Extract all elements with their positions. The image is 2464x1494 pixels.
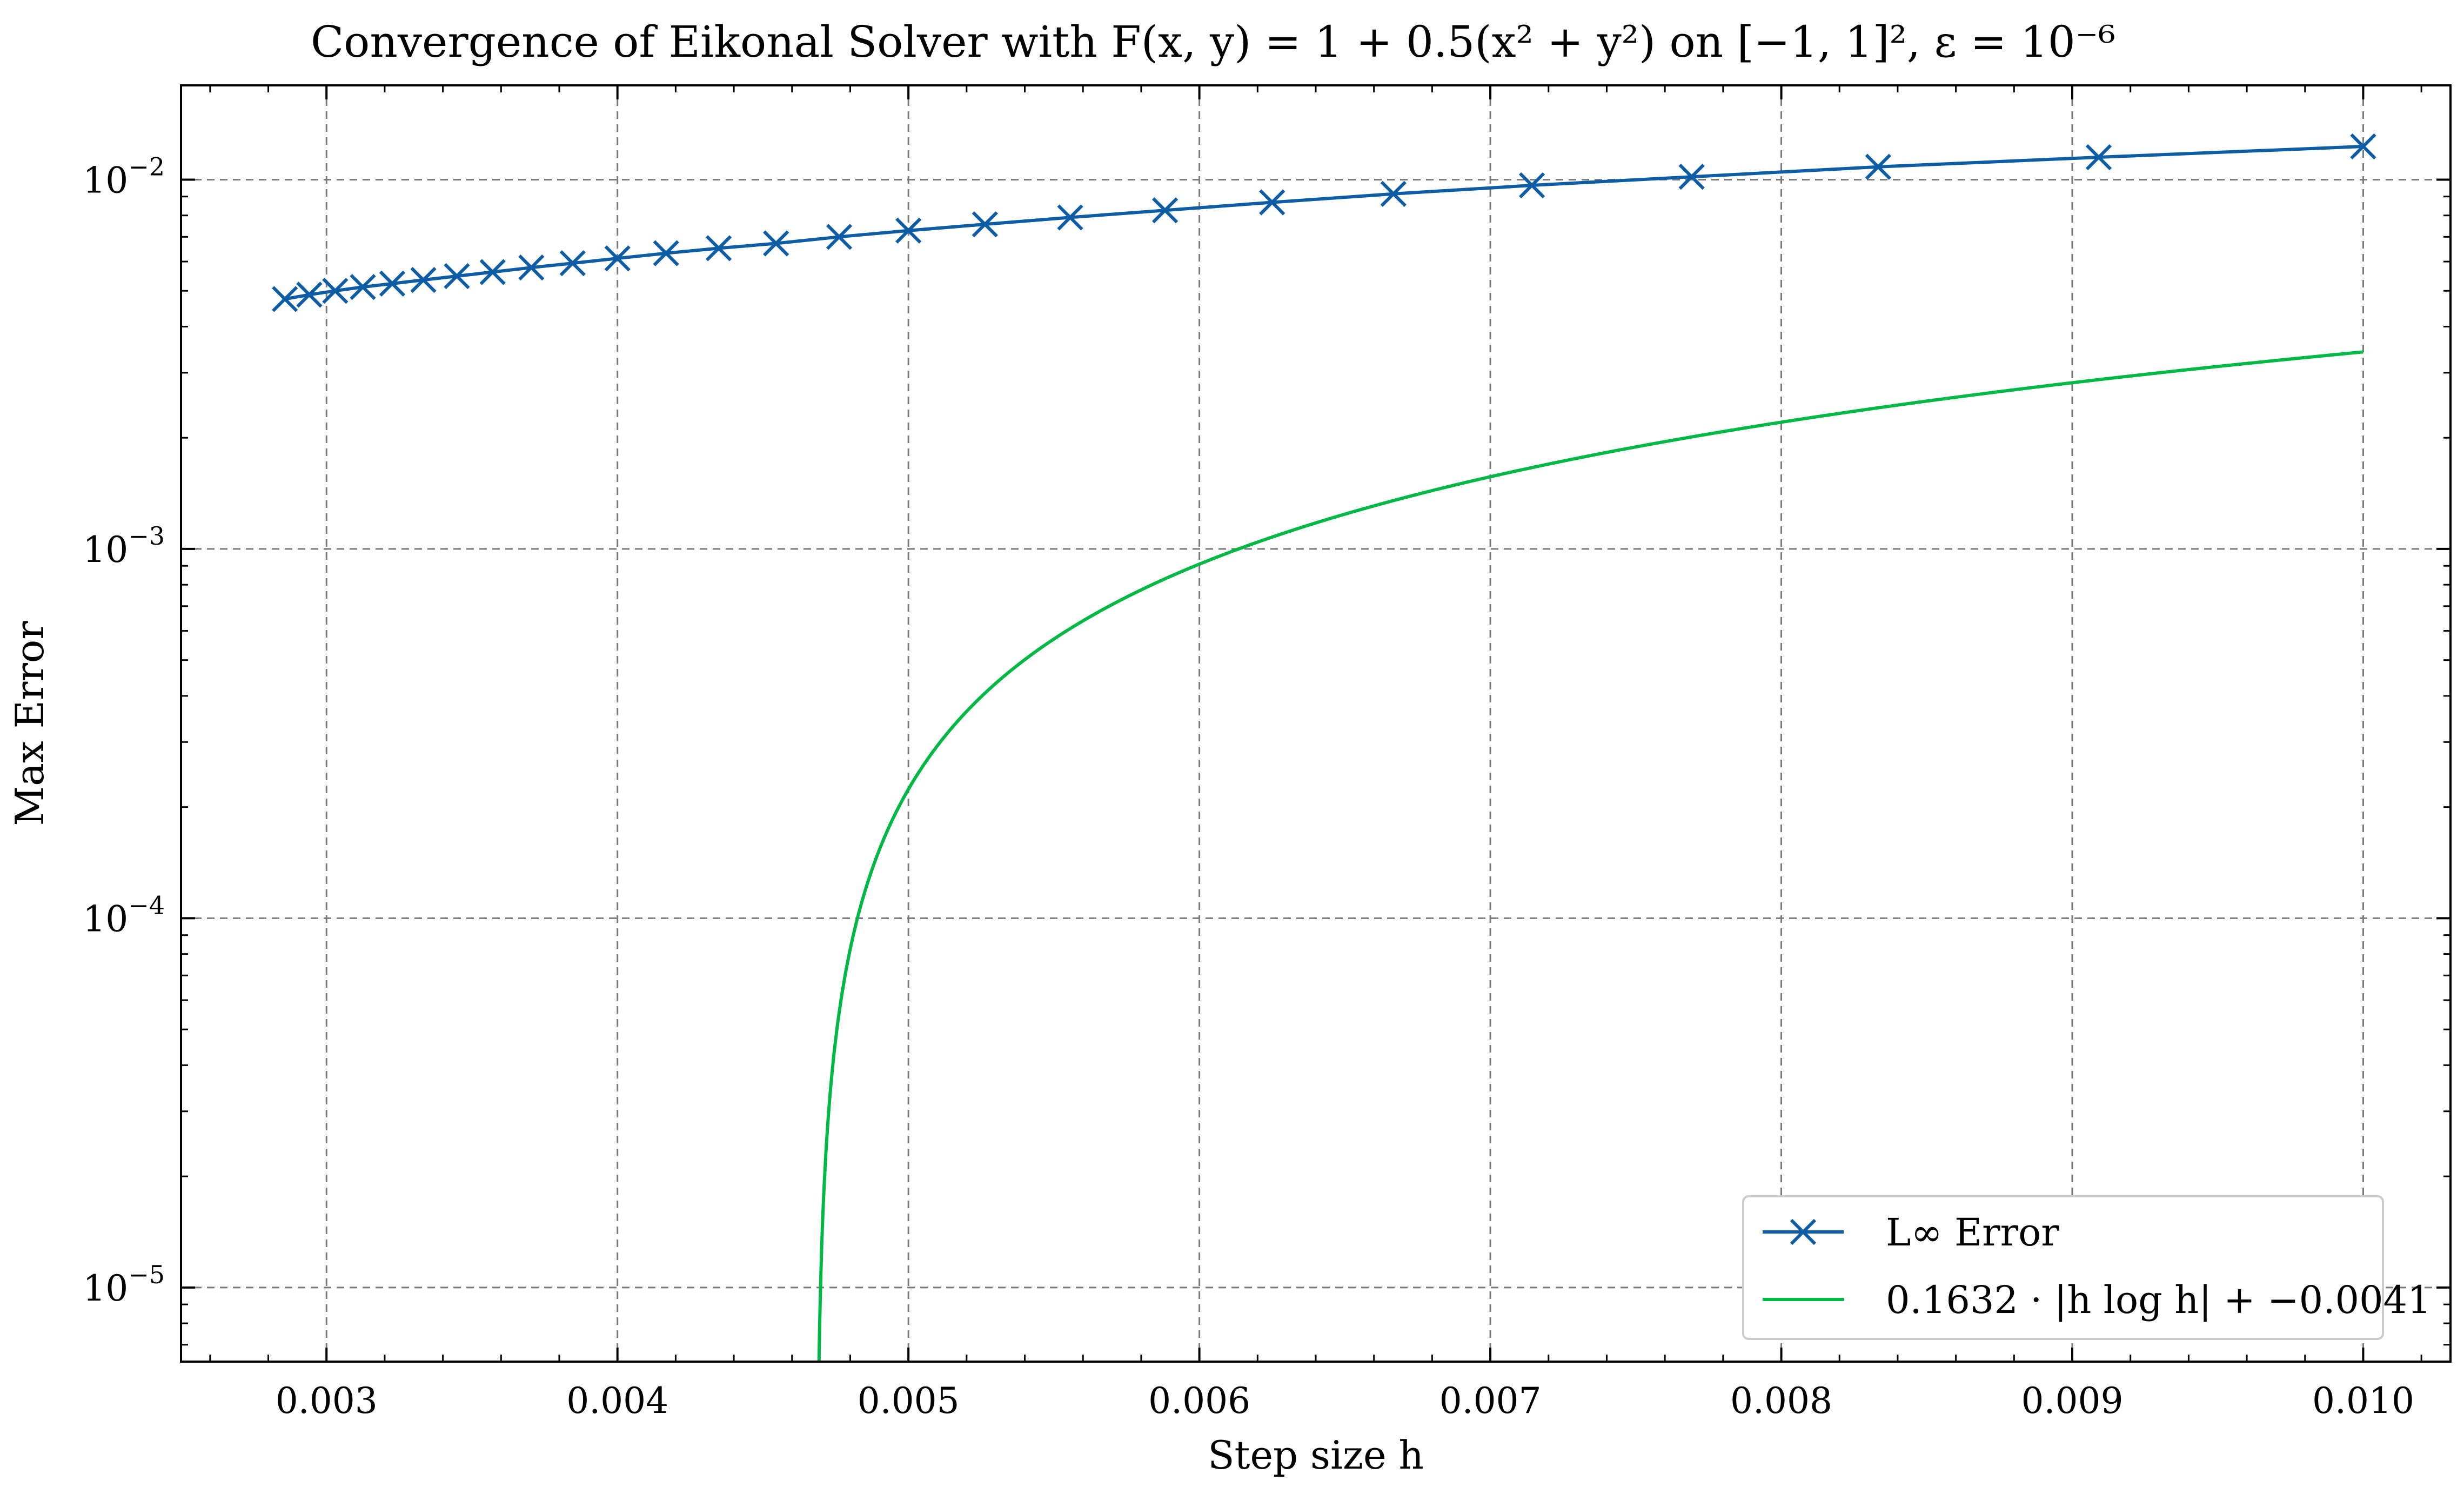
data-point-marker-stroke (763, 230, 789, 257)
data-point-l-inf-error (322, 278, 349, 304)
x-tick-label: 0.010 (2312, 1380, 2414, 1422)
data-point-marker-stroke (559, 250, 586, 277)
plot-frame (180, 84, 2452, 1363)
legend-box (1742, 1195, 2384, 1340)
data-point-l-inf-error (559, 250, 586, 277)
data-point-l-inf-error (1259, 189, 1285, 216)
data-point-marker-stroke (410, 267, 437, 293)
data-point-l-inf-error (444, 263, 470, 290)
data-point-l-inf-error (296, 282, 323, 308)
data-point-marker-stroke (322, 278, 349, 304)
x-tick-label: 0.008 (1730, 1380, 1832, 1422)
data-point-marker-stroke (272, 286, 298, 312)
x-tick-label: 0.004 (566, 1380, 668, 1422)
data-point-marker-stroke (1518, 172, 1545, 199)
data-point-marker-stroke (972, 211, 998, 238)
grid (181, 85, 2450, 1362)
x-tick-label: 0.009 (2021, 1380, 2124, 1422)
data-point-l-inf-error (1057, 204, 1083, 231)
series-layer (272, 133, 2376, 1362)
x-axis-label: Step size h (1208, 1432, 1424, 1478)
data-point-l-inf-error (604, 245, 631, 272)
data-point-l-inf-error (1151, 197, 1179, 224)
x-tick-label: 0.005 (858, 1380, 960, 1422)
legend: L∞ Error 0.1632 · |h log h| + −0.0041 (1742, 1195, 2432, 1340)
data-point-l-inf-error (1678, 164, 1705, 190)
data-point-marker-stroke (2085, 144, 2112, 171)
x-tick-label: 0.007 (1439, 1380, 1542, 1422)
data-point-l-inf-error (479, 259, 506, 285)
data-point-l-inf-error (826, 224, 853, 250)
data-point-marker-stroke (1678, 164, 1705, 190)
series-line-l-inf-error (284, 145, 2363, 301)
data-point-marker-stroke (1057, 204, 1083, 231)
data-point-marker-stroke (518, 254, 545, 281)
y-tick-label: 10−4 (83, 890, 165, 940)
axis-ticks: 0.003 0.004 0.005 0.006 0.007 0.008 0.009 0.010… (83, 85, 2450, 1422)
data-point-marker-stroke (604, 245, 631, 272)
data-point-l-inf-error (410, 267, 437, 293)
data-point-l-inf-error (272, 286, 298, 312)
series-line-fit-curve (817, 350, 2363, 1362)
y-tick-label: 10−2 (83, 152, 165, 201)
x-tick-label: 0.006 (1148, 1380, 1250, 1422)
data-point-marker-stroke (379, 270, 406, 297)
data-point-marker-stroke (350, 274, 376, 300)
data-point-l-inf-error (763, 230, 789, 257)
data-point-marker-stroke (1865, 153, 1891, 180)
legend-marker-l-inf-error (1790, 1218, 1817, 1245)
data-point-marker-stroke (479, 259, 506, 285)
data-point-marker-stroke (1259, 189, 1285, 216)
data-point-marker-stroke (826, 224, 853, 250)
y-tick-label: 10−3 (83, 521, 165, 571)
data-point-l-inf-error (705, 235, 732, 262)
data-point-l-inf-error (1518, 172, 1545, 199)
x-tick-label: 0.003 (276, 1380, 378, 1422)
data-point-l-inf-error (653, 240, 679, 266)
data-point-l-inf-error (1380, 180, 1407, 207)
y-tick-label: 10−5 (83, 1260, 165, 1309)
data-point-l-inf-error (350, 274, 376, 300)
data-point-l-inf-error (518, 254, 545, 281)
data-point-l-inf-error (1865, 153, 1891, 180)
data-point-l-inf-error (2085, 144, 2112, 171)
y-axis-label: Max Error (7, 621, 52, 826)
data-point-marker-stroke (653, 240, 679, 266)
data-point-l-inf-error (895, 217, 922, 244)
legend-label-fit-curve: 0.1632 · |h log h| + −0.0041 (1886, 1278, 2432, 1322)
data-point-l-inf-error (972, 211, 998, 238)
data-point-marker-stroke (705, 235, 732, 262)
data-point-l-inf-error (379, 270, 406, 297)
data-point-marker-stroke (444, 263, 470, 290)
data-point-marker-stroke (2350, 133, 2376, 160)
data-point-marker-stroke (296, 282, 323, 308)
legend-label-l-inf-error: L∞ Error (1886, 1210, 2059, 1255)
data-point-marker-stroke (895, 217, 922, 244)
data-point-l-inf-error (2350, 133, 2376, 160)
data-point-marker-stroke (1151, 197, 1179, 224)
data-point-marker-stroke (1380, 180, 1407, 207)
legend-marker-stroke (1790, 1218, 1817, 1245)
chart-title: Convergence of Eikonal Solver with F(x, … (311, 17, 2115, 67)
